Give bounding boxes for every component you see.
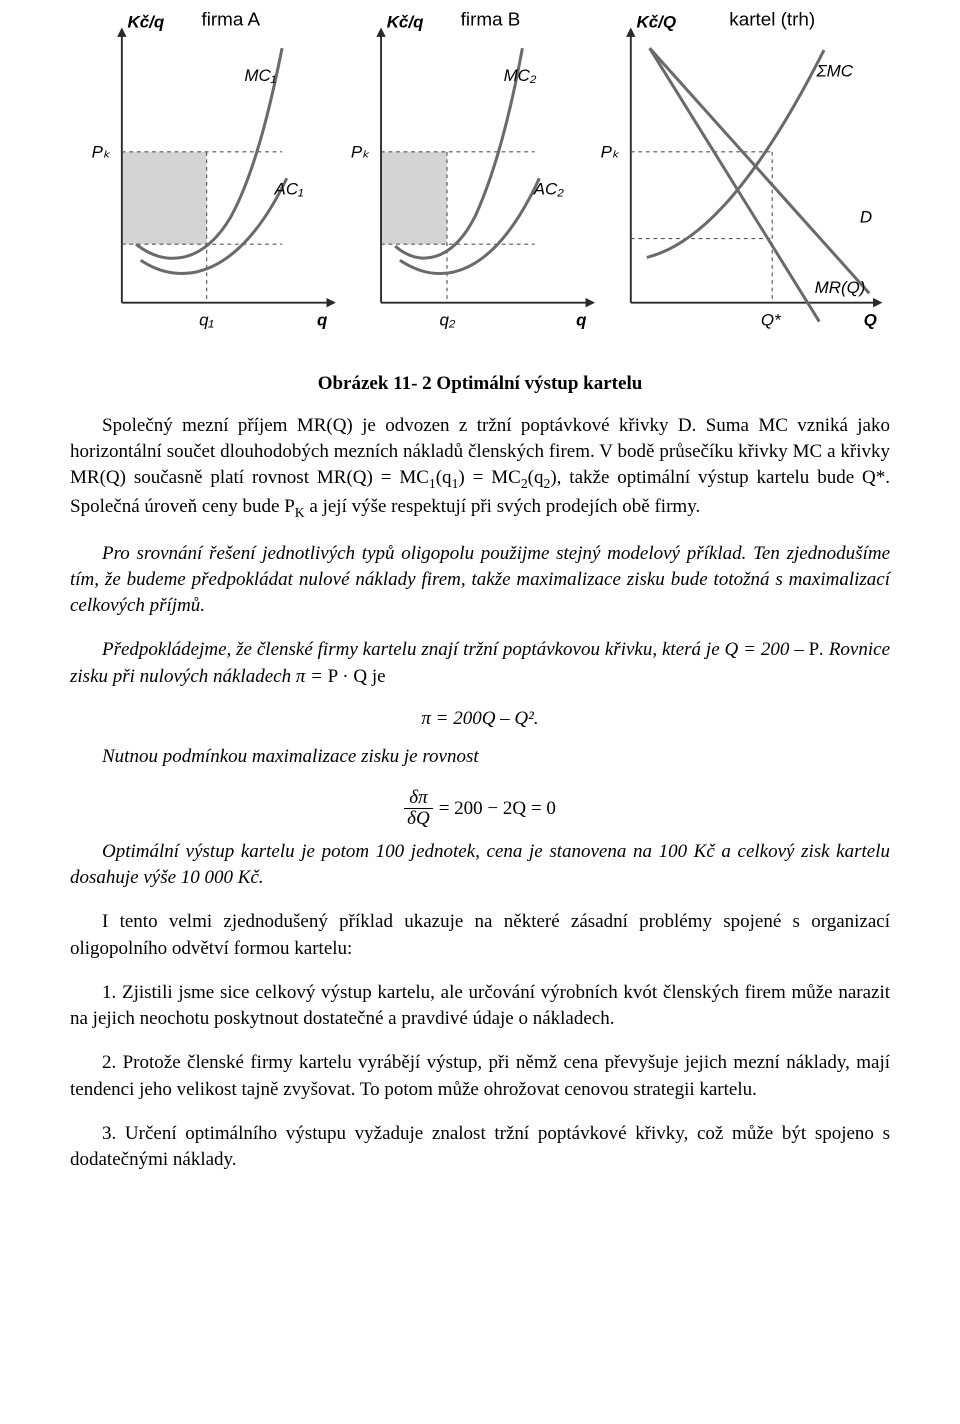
p3-b: P bbox=[809, 639, 820, 660]
p1-b: (q bbox=[436, 467, 452, 488]
p1-d: (q bbox=[528, 467, 544, 488]
svg-text:D: D bbox=[860, 208, 872, 227]
list-item-3: 3. Určení optimálního výstupu vyžaduje z… bbox=[70, 1121, 890, 1173]
svg-text:Kč/Q: Kč/Q bbox=[636, 12, 676, 31]
svg-text:q₁: q₁ bbox=[199, 310, 214, 329]
eq2-denominator: δQ bbox=[404, 809, 433, 829]
svg-text:firma A: firma A bbox=[201, 9, 260, 30]
eq2-rhs: = 200 − 2Q = 0 bbox=[439, 798, 556, 820]
svg-text:ΣMC: ΣMC bbox=[815, 61, 853, 80]
svg-text:kartel (trh): kartel (trh) bbox=[729, 9, 815, 30]
svg-text:q: q bbox=[317, 310, 328, 329]
equation-1: π = 200Q – Q². bbox=[70, 708, 890, 730]
svg-text:MC₁: MC₁ bbox=[244, 66, 276, 85]
list-item-2: 2. Protože členské firmy kartelu vyráběj… bbox=[70, 1050, 890, 1102]
paragraph-4: Nutnou podmínkou maximalizace zisku je r… bbox=[70, 744, 890, 770]
p3-d: P · Q je bbox=[328, 666, 386, 687]
svg-text:AC₁: AC₁ bbox=[274, 179, 304, 198]
paragraph-6: I tento velmi zjednodušený příklad ukazu… bbox=[70, 909, 890, 961]
svg-text:q: q bbox=[576, 310, 587, 329]
paragraph-3: Předpokládejme, že členské firmy kartelu… bbox=[70, 637, 890, 689]
figure-container: MC₁ AC₁ q₁ Pₖ Kč/q q firma A MC₂ AC₂ q₂ Pₖ Kč/q q fir… bbox=[70, 0, 890, 365]
p1-f: a její výše respektují při svých prodejí… bbox=[305, 496, 701, 517]
svg-text:AC₂: AC₂ bbox=[533, 179, 565, 198]
svg-text:Pₖ: Pₖ bbox=[601, 143, 620, 162]
cartel-figure: MC₁ AC₁ q₁ Pₖ Kč/q q firma A MC₂ AC₂ q₂ Pₖ Kč/q q fir… bbox=[70, 0, 890, 365]
figure-caption: Obrázek 11- 2 Optimální výstup kartelu bbox=[70, 373, 890, 395]
svg-text:MC₂: MC₂ bbox=[504, 66, 537, 85]
paragraph-5: Optimální výstup kartelu je potom 100 je… bbox=[70, 839, 890, 891]
svg-text:Pₖ: Pₖ bbox=[92, 143, 111, 162]
p3-a: Předpokládejme, že členské firmy kartelu… bbox=[102, 639, 809, 660]
svg-text:Kč/q: Kč/q bbox=[387, 12, 424, 31]
svg-text:Pₖ: Pₖ bbox=[351, 143, 370, 162]
svg-text:firma B: firma B bbox=[461, 9, 521, 30]
svg-text:MR(Q): MR(Q) bbox=[815, 278, 866, 297]
paragraph-2: Pro srovnání řešení jednotlivých typů ol… bbox=[70, 541, 890, 620]
eq2-numerator: δπ bbox=[404, 788, 433, 809]
list-item-1: 1. Zjistili jsme sice celkový výstup kar… bbox=[70, 980, 890, 1032]
equation-2: δπ δQ = 200 − 2Q = 0 bbox=[70, 788, 890, 829]
svg-text:Kč/q: Kč/q bbox=[127, 12, 164, 31]
svg-text:q₂: q₂ bbox=[439, 310, 455, 329]
svg-text:Q: Q bbox=[864, 310, 877, 329]
paragraph-1: Společný mezní příjem MR(Q) je odvozen z… bbox=[70, 413, 890, 523]
svg-text:Q*: Q* bbox=[761, 310, 782, 329]
eq2-fraction: δπ δQ bbox=[404, 788, 433, 829]
p1-c: ) = MC bbox=[458, 467, 520, 488]
